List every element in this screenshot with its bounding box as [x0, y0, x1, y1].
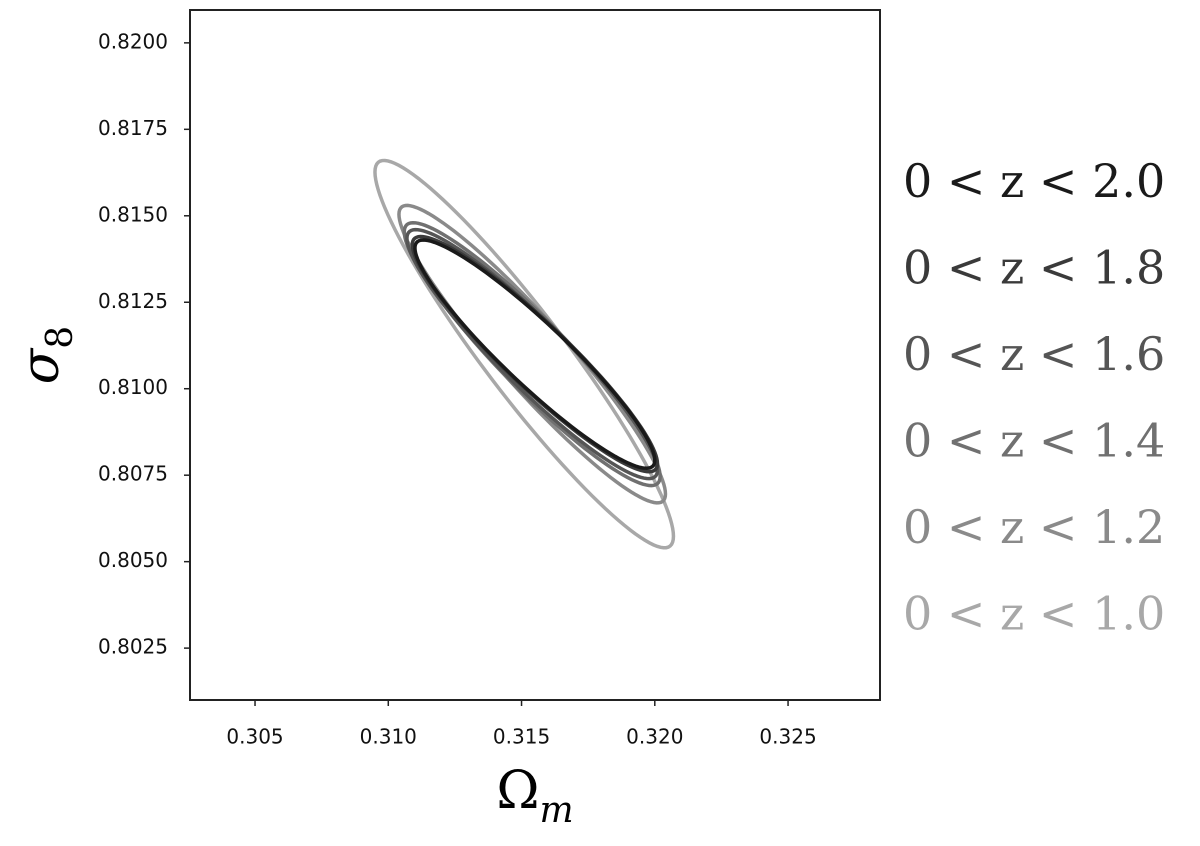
legend-label: 0 < z < 1.0: [903, 587, 1165, 641]
x-label-symbol: Ω: [496, 761, 539, 821]
legend-label: 0 < z < 2.0: [903, 154, 1165, 208]
legend-label: 0 < z < 1.4: [903, 414, 1165, 468]
confidence-ellipse: [402, 220, 662, 488]
x-axis-label: Ωm: [496, 761, 573, 831]
confidence-ellipse: [413, 238, 657, 471]
x-label-subscript: m: [539, 790, 573, 831]
y-tick-label: 0.8100: [98, 375, 168, 399]
confidence-ellipse: [410, 234, 660, 474]
y-axis-label: σ8: [11, 326, 81, 384]
y-label-symbol: σ: [11, 347, 71, 384]
y-tick-label: 0.8025: [98, 635, 168, 659]
y-tick-label: 0.8200: [98, 29, 168, 53]
legend-label: 0 < z < 1.8: [903, 241, 1165, 295]
x-tick-label: 0.315: [493, 725, 550, 749]
confidence-ellipse: [405, 227, 660, 481]
x-tick-label: 0.320: [626, 725, 683, 749]
x-tick-label: 0.310: [360, 725, 417, 749]
legend-label: 0 < z < 1.2: [903, 500, 1165, 554]
confidence-ellipse: [373, 158, 676, 550]
y-tick-label: 0.8150: [98, 202, 168, 226]
y-tick-label: 0.8175: [98, 116, 168, 140]
x-tick-label: 0.305: [226, 725, 283, 749]
confidence-ellipse: [397, 203, 668, 505]
legend-label: 0 < z < 1.6: [903, 327, 1165, 381]
x-tick-label: 0.325: [759, 725, 816, 749]
plot-frame: [189, 9, 881, 701]
y-tick-label: 0.8075: [98, 462, 168, 486]
y-tick-label: 0.8125: [98, 289, 168, 313]
y-tick-label: 0.8050: [98, 548, 168, 572]
y-label-subscript: 8: [40, 326, 81, 349]
